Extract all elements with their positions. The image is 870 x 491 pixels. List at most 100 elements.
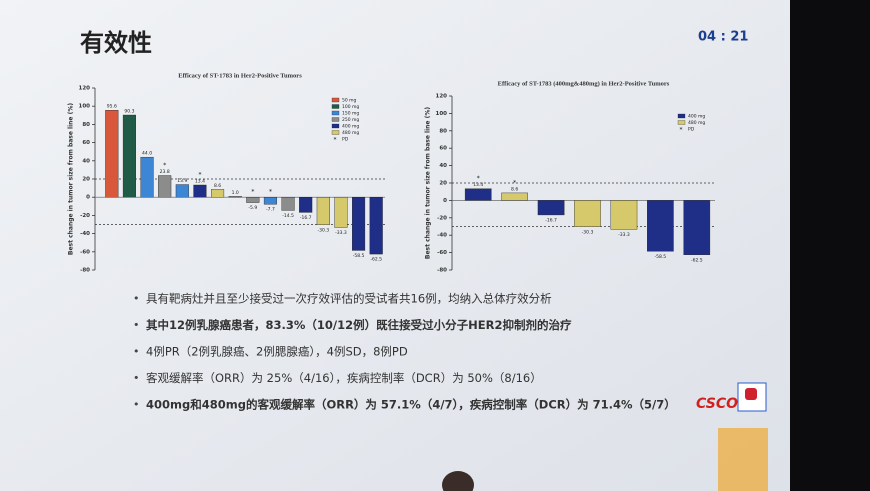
screen-edge [790,0,870,491]
y-tick-label: 100 [436,111,448,117]
bar [175,184,189,198]
bar [299,196,313,213]
value-label: -14.5 [282,213,294,219]
bar [683,200,711,255]
bar [464,188,492,201]
bullet-text: 客观缓解率（ORR）为 25%（4/16），疾病控制率（DCR）为 50%（8/… [146,371,542,385]
y-tick-label: -80 [437,268,447,274]
bar [334,196,348,228]
y-tick-label: 0 [86,195,90,201]
bar [246,196,260,203]
y-tick-label: 0 [443,198,447,204]
bar [281,196,295,211]
value-label: -16.7 [300,215,312,221]
legend-swatch [331,123,340,129]
value-label: 1.0 [232,190,239,196]
bullet-dot: • [133,319,140,332]
value-label: 8.6 [511,186,518,192]
value-label: -33.3 [335,230,347,236]
bar [228,196,242,198]
legend-label: 100 mg [342,104,359,110]
bar [193,184,207,198]
legend-label: 250 mg [342,117,359,123]
y-tick-label: 120 [436,94,448,100]
y-tick-label: -60 [80,249,90,255]
logo: CSCO [696,396,738,412]
legend-swatch [331,97,340,103]
value-label: -62.5 [691,257,703,263]
legend-symbol: * [334,137,337,144]
timer: 04 : 21 [698,30,748,45]
bullet-text: 具有靶病灶并且至少接受过一次疗效评估的受试者共16例，均纳入总体疗效分析 [146,292,552,306]
y-tick-label: 40 [439,163,447,169]
bullet-dot: • [133,372,140,385]
y-axis-label: Best change in tumor size from base line… [68,103,75,255]
bar [122,114,136,198]
y-tick-label: -20 [437,215,447,221]
bar [369,196,383,255]
chart-title: Efficacy of ST-1783 (400mg&480mg) in Her… [498,80,670,87]
bullet-text: 其中12例乳腺癌患者，83.3%（10/12例）既往接受过小分子HER2抑制剂的… [146,318,572,332]
bullet-dot: • [133,345,140,358]
y-tick-label: 40 [82,158,90,164]
legend-label: 400 mg [342,124,359,130]
decoration [718,428,768,491]
chart-title: Efficacy of ST-1783 in Her2-Positive Tum… [178,72,302,79]
bar [574,200,601,227]
value-label: 23.8 [160,169,170,175]
value-label: -58.5 [655,254,667,260]
bar [647,200,674,252]
value-label: -16.7 [545,217,557,223]
bar [105,110,119,198]
y-tick-label: 80 [439,128,447,134]
logo-icon [745,388,757,400]
audience-head [442,471,474,491]
bullet-dot: • [133,398,140,411]
y-tick-label: 80 [82,122,90,128]
value-label: 13.4 [473,182,483,188]
bullet-text: 400mg和480mg的客观缓解率（ORR）为 57.1%（4/7），疾病控制率… [146,398,676,412]
value-label: 8.6 [214,183,221,189]
legend-swatch [331,117,340,122]
bar [501,192,528,201]
y-tick-label: 120 [79,86,91,92]
legend-swatch [331,110,340,116]
legend-label: PD [342,137,349,143]
pd-marker: * [198,172,201,179]
legend-swatch [677,113,686,119]
legend-label: 400 mg [688,114,705,120]
y-tick-label: 60 [439,146,447,152]
legend-swatch [331,130,340,135]
bar [158,175,172,198]
pd-marker: * [477,175,480,182]
legend-swatch [677,120,686,125]
value-label: -5.9 [248,205,257,211]
legend-symbol: * [680,127,683,134]
value-label: -30.3 [582,229,594,235]
value-label: -7.7 [266,207,275,213]
bar [211,189,225,198]
pd-marker: * [269,189,272,196]
value-label: 13.9 [177,178,187,184]
bar [352,196,366,251]
y-tick-label: -80 [80,268,90,274]
y-tick-label: 20 [82,177,90,183]
bullet-dot: • [133,292,140,305]
y-tick-label: -60 [437,250,447,256]
y-axis-label: Best change in tumor size from base line… [425,107,432,259]
legend-label: PD [688,127,695,133]
legend-label: 150 mg [342,111,359,117]
pd-marker: * [251,189,254,196]
value-label: -30.3 [317,227,329,233]
y-tick-label: 60 [82,140,90,146]
value-label: 90.3 [124,109,134,115]
bar [537,200,565,216]
legend-label: 50 mg [342,98,357,104]
value-label: 44.0 [142,151,152,157]
y-tick-label: 100 [79,104,91,110]
pd-marker: * [163,162,166,169]
bar [316,196,330,225]
y-tick-label: -40 [437,233,447,239]
legend-label: 480 mg [688,120,705,126]
